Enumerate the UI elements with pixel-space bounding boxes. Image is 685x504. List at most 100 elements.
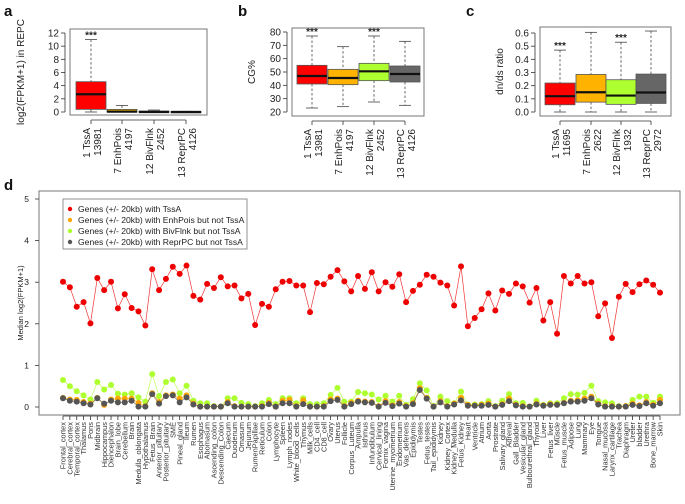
plot-frame [38,190,681,416]
data-point [567,398,574,405]
data-point [382,392,389,399]
legend-item: Genes (+/- 20kb) with BivFlnk but not Ts… [67,226,241,236]
data-point [636,393,643,400]
y-tick-label: 0.0 [515,108,529,119]
data-point [615,403,622,410]
data-point [588,395,595,402]
data-point [622,280,629,287]
data-point [169,376,176,383]
data-point [608,334,615,341]
data-point [300,401,307,408]
data-point [458,263,464,270]
data-point [231,282,238,289]
x-tick-label: Skin [656,422,665,436]
x-tick-label: Adrenal [505,422,514,448]
data-point [451,302,458,309]
x-tick-label: 12 BivFlnk2452 [145,127,167,175]
data-point [197,296,204,303]
box-1-tssa: *** [75,31,107,113]
panel-letter: d [4,177,13,194]
legend-box [62,198,248,250]
data-point [389,283,396,290]
y-tick-label: 12 [48,29,60,40]
data-point [526,299,533,306]
category-count: 1932 [623,129,634,152]
x-tick-label: Uterine_myometrium [388,422,397,491]
y-tick-label: 3 [24,277,29,287]
data-point [293,282,300,289]
x-tick-label: Duodenum [230,422,239,458]
x-tick-label: Adipose [566,422,575,449]
box [296,64,328,85]
data-point [121,391,128,398]
panel-c: c 0.0 0.1 0.2 0.3 0.4 0.5 0.6 dn/ds ratio *** 1 Ts… [466,3,672,178]
data-point [636,403,643,410]
series-line [62,389,661,408]
data-point [279,278,286,285]
category-name: 7 EnhPois [113,128,124,174]
data-point [423,395,430,402]
category-count: 13981 [93,128,104,156]
x-tick-label: Thyroid [532,422,541,447]
significance-marker: *** [615,33,627,44]
data-point [348,401,355,408]
x-tick-label: bladder [635,421,644,446]
data-point [451,401,458,408]
x-tick-label: Brain [127,422,136,439]
data-point [252,322,259,329]
x-tick-label: Reticulum [258,422,267,455]
x-tick-label: Eye [587,422,596,435]
data-point [458,388,464,395]
data-point [485,290,492,297]
category-name: 13 ReprPC [396,129,407,178]
x-tick-label: Spleen [278,422,287,445]
y-tick-label: 8 [53,55,59,66]
data-point [149,266,156,273]
data-point [416,281,423,288]
data-point [320,281,327,288]
data-point [464,402,471,409]
significance-marker: *** [306,27,318,38]
box-1-tssa: *** [544,41,576,113]
x-tick-label: Diencephalon [107,422,116,467]
data-point [581,389,588,396]
data-point [334,396,341,403]
data-point [73,303,80,310]
y-tick-label: 0.5 [515,42,529,53]
data-point [334,384,341,391]
data-point [245,403,252,410]
x-tick-label: Tail_epididymis [429,422,438,472]
box [575,74,607,103]
data-point [87,401,94,408]
box-12-bivflnk: *** [605,33,637,113]
x-tick-label: Heart [463,422,472,440]
x-tick-label: Lymph_nodes [285,422,294,468]
data-point [204,280,211,287]
data-point [444,282,451,289]
data-point [588,382,595,389]
data-point [149,371,156,378]
data-point [512,402,519,409]
x-tick-label: Fetus_Kidney [457,422,466,467]
y-tick-label: 0.6 [515,29,529,40]
legend-label: Genes (+/- 20kb) with BivFlnk but not Ts… [78,226,241,236]
data-point [519,283,526,290]
x-tick-label: Testes [415,422,424,444]
x-tick-label: Brain_lobe [113,422,122,457]
x-tick-label: Abomasum [203,422,212,459]
x-tick-label: Fetus_testes [422,422,431,465]
data-point [444,398,451,405]
y-axis-label: Median log2(FPKM+1) [16,265,25,341]
x-tick-label: Lung [573,422,582,438]
data-point [478,402,485,409]
data-point [238,295,245,302]
data-point [567,280,574,287]
x-tick-label: Anterior_pituitary [155,422,164,478]
data-point [409,287,416,294]
data-point [560,395,567,402]
legend-marker [67,228,73,234]
data-point [602,300,609,307]
x-tick-label: Medulla_oblongata [134,421,143,484]
data-point [567,391,574,398]
